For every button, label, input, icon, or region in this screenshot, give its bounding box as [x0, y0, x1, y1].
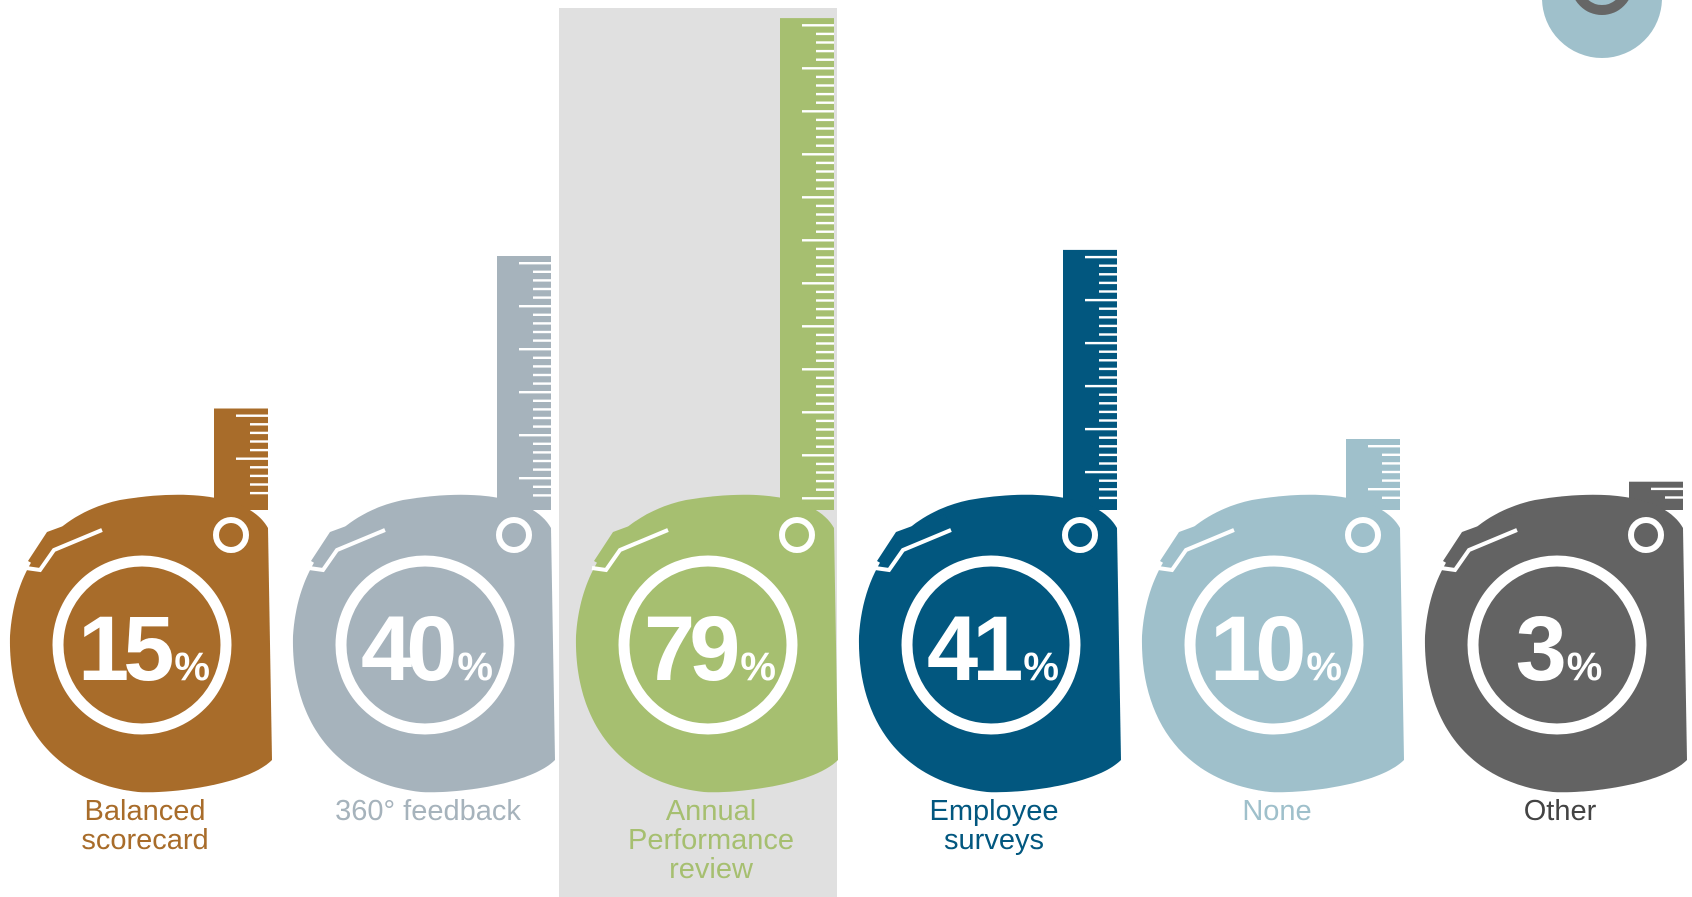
value-label: 40% — [361, 598, 493, 700]
tape-body — [292, 494, 555, 793]
value-ring — [901, 555, 1081, 735]
value-unit: % — [1023, 645, 1059, 689]
tape-ticks — [1085, 255, 1117, 500]
tape-clip-edge — [591, 528, 669, 573]
tape-ticks — [236, 414, 268, 495]
value-label: 79% — [644, 598, 776, 700]
category-label-line: scorecard — [81, 824, 209, 856]
tape-ring — [1062, 517, 1098, 553]
category-label-line: review — [669, 853, 753, 885]
value-number: 10 — [1210, 598, 1303, 700]
category-label: Balanced scorecard — [25, 797, 265, 855]
category-label: Employee surveys — [874, 797, 1114, 855]
tape-body — [858, 494, 1121, 793]
value-ring — [52, 555, 232, 735]
value-unit: % — [174, 645, 210, 689]
tape-bar — [1063, 249, 1117, 510]
value-number: 79 — [644, 598, 737, 700]
category-label: Other — [1440, 797, 1680, 826]
tape-clip — [1160, 514, 1233, 568]
category-label: None — [1157, 797, 1397, 826]
tape-clip — [28, 514, 101, 568]
category-label-line: 360° feedback — [335, 795, 521, 827]
category-label-line: None — [1242, 795, 1312, 827]
tape-clip — [594, 514, 667, 568]
tape-ticks — [519, 262, 551, 497]
corner-badge — [1542, 0, 1662, 58]
tape-clip — [1443, 514, 1516, 568]
tape-measure-2: 40% — [292, 256, 555, 793]
tape-ring — [1345, 517, 1381, 553]
tape-ring — [496, 517, 532, 553]
tape-ticks — [1651, 487, 1683, 499]
tape-clip-edge — [1157, 528, 1235, 573]
category-label: 360° feedback — [308, 797, 548, 826]
category-label-line: Balanced — [84, 795, 206, 827]
value-number: 15 — [78, 598, 172, 700]
category-label-line: Other — [1523, 795, 1597, 827]
tape-ticks — [1368, 445, 1400, 499]
tape-ring — [779, 517, 815, 553]
tape-clip-edge — [308, 528, 386, 573]
value-ring — [618, 555, 798, 735]
value-ring — [1467, 555, 1647, 735]
tape-bar — [1346, 439, 1400, 510]
tape-bar — [780, 18, 834, 510]
value-label: 10% — [1210, 598, 1342, 700]
category-label-line: Annual — [665, 795, 757, 827]
tape-clip-edge — [1440, 528, 1518, 573]
value-ring — [1184, 555, 1364, 735]
value-unit: % — [1567, 645, 1603, 689]
value-label: 3% — [1516, 598, 1603, 700]
tape-ticks — [802, 24, 834, 500]
tape-body — [1424, 494, 1687, 793]
tape-bar — [214, 408, 268, 510]
category-label-line: Employee — [929, 795, 1059, 827]
value-unit: % — [740, 645, 776, 689]
tape-clip-edge — [874, 528, 952, 573]
tape-measure-1: 15% — [9, 408, 272, 793]
tape-measure-5: 10% — [1141, 439, 1404, 793]
value-ring — [335, 555, 515, 735]
tape-ring — [1628, 517, 1664, 553]
tape-body — [9, 494, 272, 793]
category-label-line: surveys — [944, 824, 1044, 856]
tape-clip-edge — [25, 528, 103, 573]
tape-measure-6: 3% — [1424, 481, 1687, 793]
value-label: 15% — [78, 598, 210, 700]
tape-body — [1141, 494, 1404, 793]
tape-clip — [311, 514, 384, 568]
tape-measure-3: 79% — [575, 18, 838, 793]
value-label: 41% — [927, 598, 1059, 700]
value-number: 40 — [361, 598, 454, 700]
category-label: Annual Performance review — [591, 797, 831, 884]
tape-ring — [213, 517, 249, 553]
value-number: 3 — [1516, 598, 1564, 700]
tape-bar — [497, 256, 551, 510]
value-unit: % — [457, 645, 493, 689]
tape-clip — [877, 514, 950, 568]
tape-body — [575, 494, 838, 793]
tape-measure-4: 41% — [858, 249, 1121, 793]
value-unit: % — [1306, 645, 1342, 689]
category-label-line: Performance — [627, 824, 794, 856]
corner-badge-ring — [1575, 0, 1629, 15]
value-number: 41 — [927, 598, 1021, 700]
